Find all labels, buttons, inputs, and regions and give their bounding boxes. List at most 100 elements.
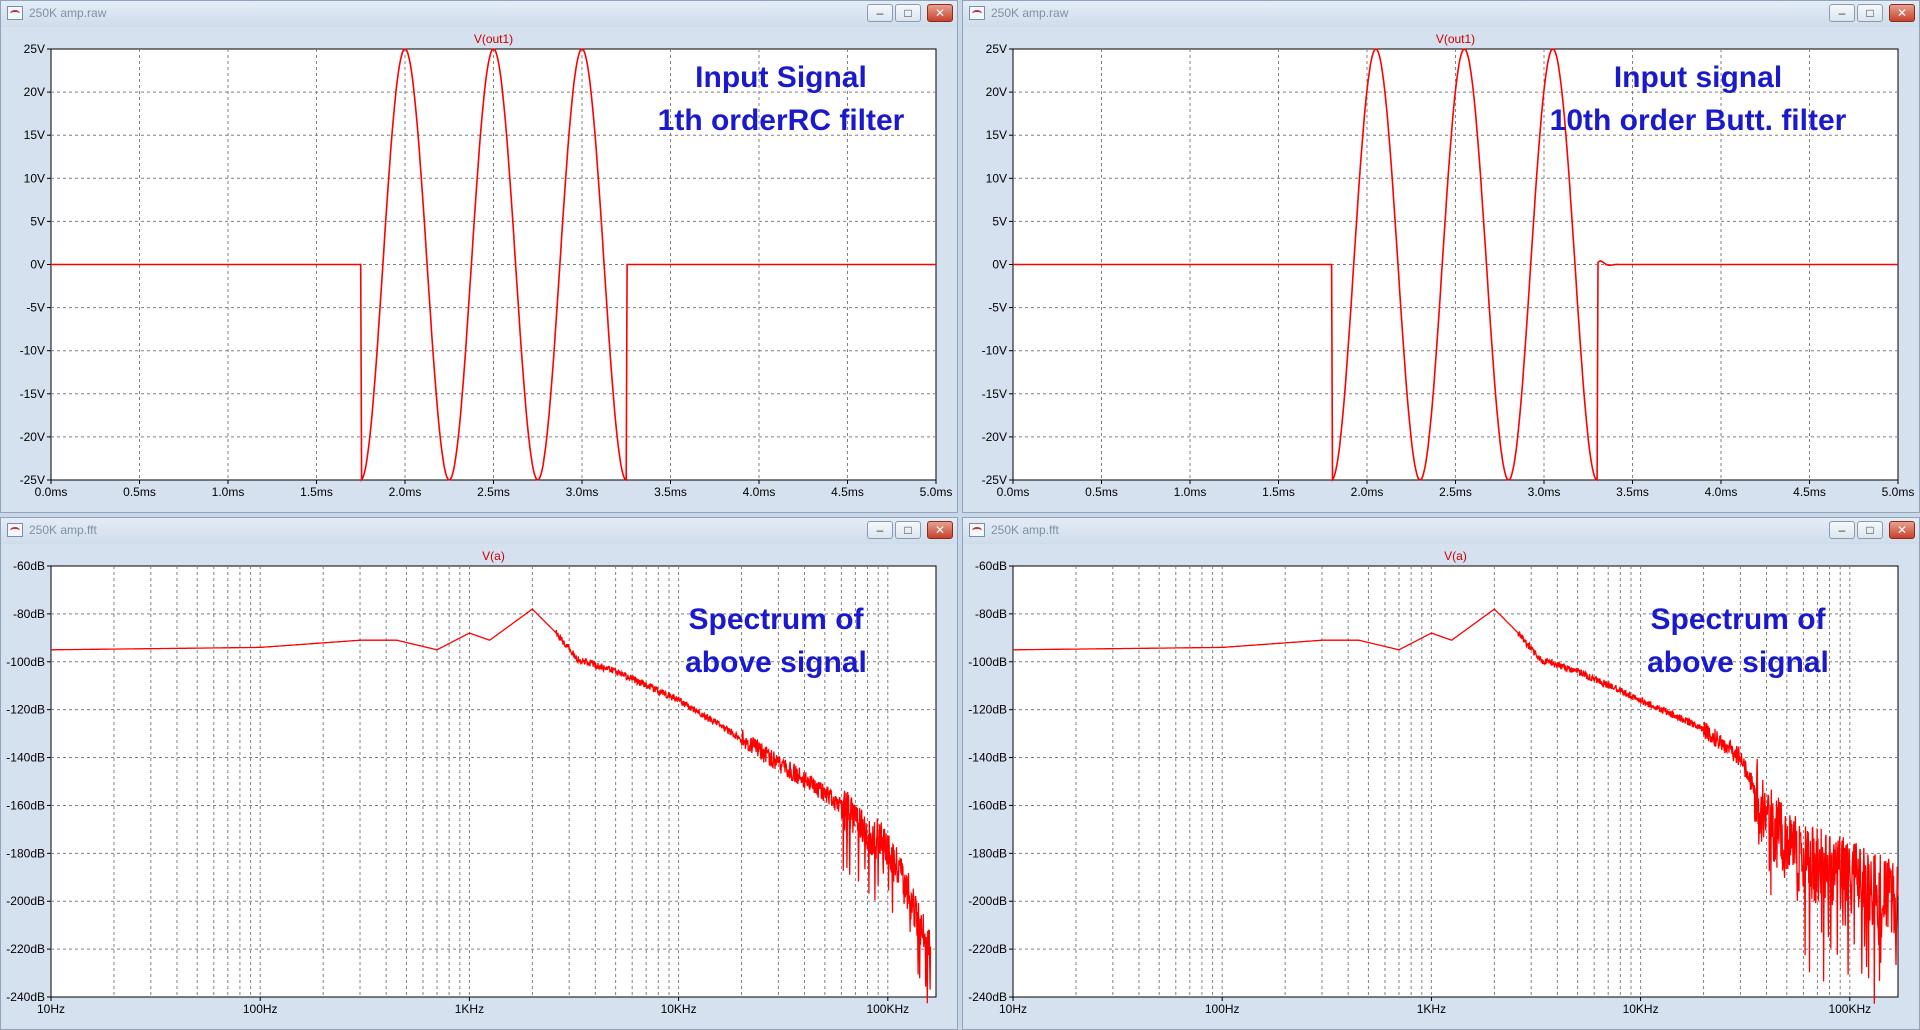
close-icon[interactable]: ✕ <box>1889 521 1915 539</box>
y-tick-label: 10V <box>24 171 45 185</box>
x-tick-label: 4.0ms <box>1705 485 1738 499</box>
x-tick-label: 10Hz <box>37 1002 65 1016</box>
y-tick-label: -180dB <box>6 846 45 860</box>
y-tick-label: -15V <box>20 387 45 401</box>
annotation-text: Input signal <box>1614 61 1782 94</box>
y-tick-label: -10V <box>20 344 45 358</box>
y-tick-label: -140dB <box>968 751 1007 765</box>
y-tick-label: -120dB <box>968 703 1007 717</box>
minimize-icon[interactable]: – <box>1829 521 1855 539</box>
x-tick-label: 100KHz <box>866 1002 909 1016</box>
close-icon[interactable]: ✕ <box>927 4 953 22</box>
y-tick-label: -220dB <box>6 942 45 956</box>
maximize-icon[interactable]: □ <box>895 4 921 22</box>
y-tick-label: -220dB <box>968 942 1007 956</box>
waveform-window-rc[interactable]: 250K amp.raw – □ ✕ 0.0ms 0.5ms 1.0ms 1.5ms 2… <box>0 0 958 513</box>
minimize-icon[interactable]: – <box>1829 4 1855 22</box>
title-bar[interactable]: 250K amp.fft – □ ✕ <box>963 518 1919 545</box>
y-tick-label: -25V <box>982 473 1007 487</box>
annotation-text: above signal <box>685 646 867 679</box>
x-tick-label: 2.0ms <box>389 485 422 499</box>
minimize-icon[interactable]: – <box>867 4 893 22</box>
time-plot[interactable]: 0.0ms 0.5ms 1.0ms 1.5ms 2.0ms 2.5ms 3.0ms 3.5ms… <box>963 27 1919 512</box>
waveform-app-icon <box>969 523 985 537</box>
x-tick-label: 3.5ms <box>654 485 687 499</box>
x-tick-label: 1.5ms <box>300 485 333 499</box>
spectrum-series <box>1013 608 1899 1004</box>
x-tick-label: 4.5ms <box>831 485 864 499</box>
y-tick-label: -100dB <box>968 655 1007 669</box>
title-bar[interactable]: 250K amp.raw – □ ✕ <box>1 1 957 28</box>
fft-plot[interactable]: 10Hz 100Hz 1KHz 10KHz 100KHz -60dB -80dB -100dB… <box>963 544 1919 1029</box>
x-tick-label: 0.0ms <box>35 485 68 499</box>
y-tick-label: 15V <box>986 128 1007 142</box>
y-tick-label: -200dB <box>968 894 1007 908</box>
x-tick-label: 0.5ms <box>123 485 156 499</box>
x-tick-label: 100Hz <box>243 1002 278 1016</box>
y-tick-label: -140dB <box>6 751 45 765</box>
spectrum-series <box>51 608 932 1004</box>
x-tick-label: 2.0ms <box>1351 485 1384 499</box>
y-tick-label: -20V <box>982 430 1007 444</box>
y-tick-label: 5V <box>992 214 1007 228</box>
y-tick-label: -160dB <box>968 798 1007 812</box>
y-tick-label: 25V <box>986 42 1007 56</box>
window-title: 250K amp.raw <box>29 6 107 20</box>
x-tick-label: 1.0ms <box>212 485 245 499</box>
y-tick-label: -200dB <box>6 894 45 908</box>
y-tick-label: -240dB <box>6 990 45 1004</box>
x-tick-label: 10Hz <box>999 1002 1027 1016</box>
x-tick-label: 0.5ms <box>1085 485 1118 499</box>
maximize-icon[interactable]: □ <box>1857 521 1883 539</box>
window-title: 250K amp.raw <box>991 6 1069 20</box>
y-tick-label: -25V <box>20 473 45 487</box>
annotation-text: 10th order Butt. filter <box>1550 104 1847 137</box>
waveform-app-icon <box>7 523 23 537</box>
x-tick-label: 0.0ms <box>997 485 1030 499</box>
waveform-app-icon <box>7 6 23 20</box>
annotation-text: Spectrum of <box>688 603 864 636</box>
x-tick-label: 1KHz <box>1417 1002 1446 1016</box>
y-tick-label: -5V <box>988 301 1007 315</box>
title-bar[interactable]: 250K amp.fft – □ ✕ <box>1 518 957 545</box>
y-tick-label: -60dB <box>975 559 1007 573</box>
minimize-icon[interactable]: – <box>867 521 893 539</box>
spectrum-window-rc[interactable]: 250K amp.fft – □ ✕ 10Hz 100Hz 1KHz 10KHz 100… <box>0 517 958 1030</box>
trace-label: V(out1) <box>474 32 513 46</box>
waveform-series <box>51 48 936 483</box>
y-tick-label: 25V <box>24 42 45 56</box>
y-tick-label: -160dB <box>6 798 45 812</box>
x-tick-label: 10KHz <box>1623 1002 1659 1016</box>
x-tick-label: 100Hz <box>1205 1002 1240 1016</box>
trace-label: V(a) <box>1444 549 1467 563</box>
y-tick-label: -120dB <box>6 703 45 717</box>
fft-plot[interactable]: 10Hz 100Hz 1KHz 10KHz 100KHz -60dB -80dB -100dB… <box>1 544 957 1029</box>
y-tick-label: -100dB <box>6 655 45 669</box>
title-bar[interactable]: 250K amp.raw – □ ✕ <box>963 1 1919 28</box>
annotation-text: above signal <box>1647 646 1829 679</box>
x-tick-label: 3.0ms <box>1528 485 1561 499</box>
time-plot[interactable]: 0.0ms 0.5ms 1.0ms 1.5ms 2.0ms 2.5ms 3.0ms 3.5ms… <box>1 27 957 512</box>
y-tick-label: -80dB <box>975 607 1007 621</box>
spectrum-window-butterworth[interactable]: 250K amp.fft – □ ✕ 10Hz 100Hz 1KHz 10KHz 100… <box>962 517 1920 1030</box>
waveform-series <box>1013 48 1898 483</box>
x-tick-label: 5.0ms <box>1882 485 1915 499</box>
x-tick-label: 1.5ms <box>1262 485 1295 499</box>
waveform-window-butterworth[interactable]: 250K amp.raw – □ ✕ 0.0ms 0.5ms 1.0ms 1.5ms 2… <box>962 0 1920 513</box>
y-tick-label: 0V <box>992 258 1007 272</box>
maximize-icon[interactable]: □ <box>1857 4 1883 22</box>
annotation-text: Spectrum of <box>1650 603 1826 636</box>
x-tick-label: 3.5ms <box>1616 485 1649 499</box>
maximize-icon[interactable]: □ <box>895 521 921 539</box>
y-tick-label: -60dB <box>13 559 45 573</box>
y-tick-label: 20V <box>986 85 1007 99</box>
close-icon[interactable]: ✕ <box>1889 4 1915 22</box>
waveform-app-icon <box>969 6 985 20</box>
trace-label: V(out1) <box>1436 32 1475 46</box>
window-title: 250K amp.fft <box>991 523 1059 537</box>
y-tick-label: -240dB <box>968 990 1007 1004</box>
close-icon[interactable]: ✕ <box>927 521 953 539</box>
x-tick-label: 4.0ms <box>743 485 776 499</box>
x-tick-label: 2.5ms <box>1439 485 1472 499</box>
y-tick-label: -10V <box>982 344 1007 358</box>
